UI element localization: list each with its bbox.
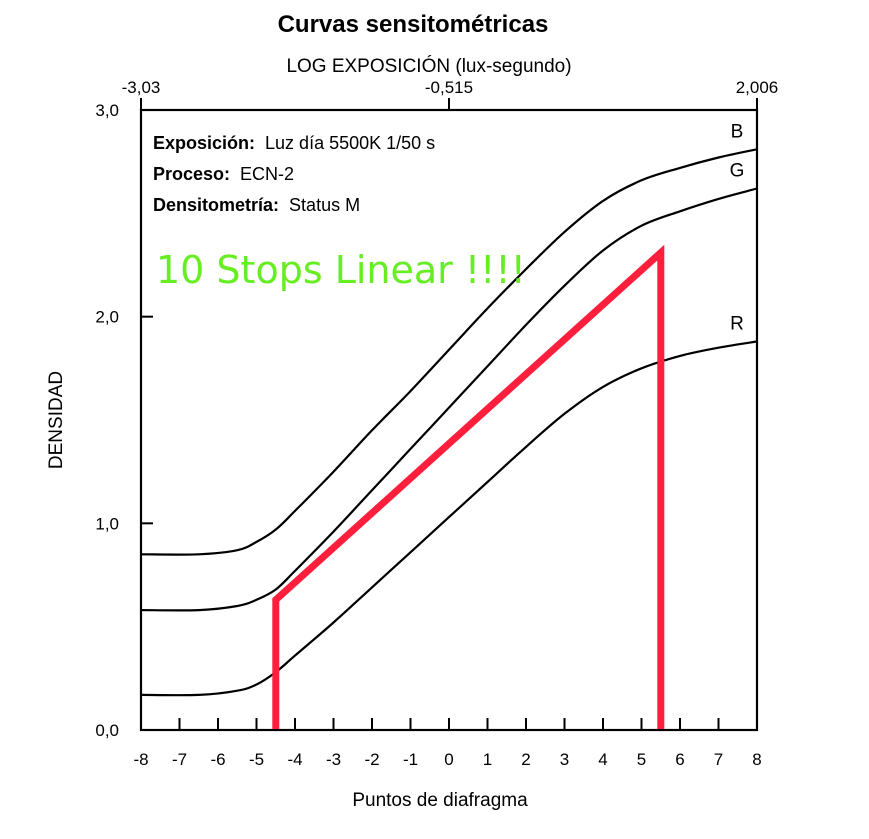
top-axis-ticks: -3,03 -0,515 2,006 xyxy=(122,78,779,110)
curve-label-b: B xyxy=(731,121,744,142)
y-axis-ticks: 0,0 1,0 2,0 3,0 xyxy=(95,101,153,740)
info-densitometry: Densitometría: Status M xyxy=(153,195,360,215)
curve-b xyxy=(140,148,758,556)
info-exposure-value: Luz día 5500K 1/50 s xyxy=(265,133,435,153)
top-tick-label: 2,006 xyxy=(736,78,779,97)
y-tick-label: 3,0 xyxy=(95,101,119,120)
linear-annotation-text: 10 Stops Linear !!!! xyxy=(156,248,526,292)
info-exposure: Exposición: Luz día 5500K 1/50 s xyxy=(153,133,435,153)
x-tick-label: -4 xyxy=(287,750,302,769)
x-tick-label: -2 xyxy=(364,750,379,769)
x-tick-label: 0 xyxy=(444,750,453,769)
x-tick-label: -3 xyxy=(326,750,341,769)
x-tick-label: -1 xyxy=(403,750,418,769)
info-process-label: Proceso: xyxy=(153,164,230,184)
curve-label-g: G xyxy=(730,161,745,182)
info-process-value: ECN-2 xyxy=(240,164,294,184)
info-exposure-label: Exposición: xyxy=(153,133,255,153)
x-tick-label: -8 xyxy=(133,750,148,769)
x-tick-label: -5 xyxy=(249,750,264,769)
linear-range-marker xyxy=(272,244,665,729)
y-tick-label: 2,0 xyxy=(95,308,119,327)
x-axis-label: Puntos de diafragma xyxy=(352,790,528,811)
x-tick-label: 5 xyxy=(637,750,646,769)
y-tick-label: 1,0 xyxy=(95,514,119,533)
x-tick-label: 4 xyxy=(598,750,607,769)
info-densitometry-label: Densitometría: xyxy=(153,195,279,215)
x-tick-label: -6 xyxy=(210,750,225,769)
info-box: Exposición: Luz día 5500K 1/50 s Proceso… xyxy=(153,133,435,215)
top-tick-label: -0,515 xyxy=(425,78,473,97)
top-axis-label: LOG EXPOSICIÓN (lux-segundo) xyxy=(286,55,571,77)
x-tick-label: 6 xyxy=(675,750,684,769)
info-densitometry-value: Status M xyxy=(289,195,360,215)
x-tick-label: 7 xyxy=(714,750,723,769)
x-tick-label: 1 xyxy=(483,750,492,769)
chart-title: Curvas sensitométricas xyxy=(278,11,549,38)
x-tick-label: -7 xyxy=(172,750,187,769)
x-tick-label: 2 xyxy=(521,750,530,769)
x-axis-ticks: -8 -7 -6 -5 -4 -3 -2 -1 0 1 2 3 4 5 6 7 8 xyxy=(133,718,762,769)
density-curves: BG R xyxy=(140,121,758,697)
info-process: Proceso: ECN-2 xyxy=(153,164,294,184)
curve-label-r: R xyxy=(730,313,744,334)
curve-r xyxy=(140,340,758,697)
top-tick-label: -3,03 xyxy=(122,78,161,97)
x-tick-label: 3 xyxy=(560,750,569,769)
y-axis-label: DENSIDAD xyxy=(46,371,67,469)
x-tick-label: 8 xyxy=(752,750,761,769)
y-tick-label: 0,0 xyxy=(95,721,119,740)
curve-g xyxy=(140,187,758,612)
